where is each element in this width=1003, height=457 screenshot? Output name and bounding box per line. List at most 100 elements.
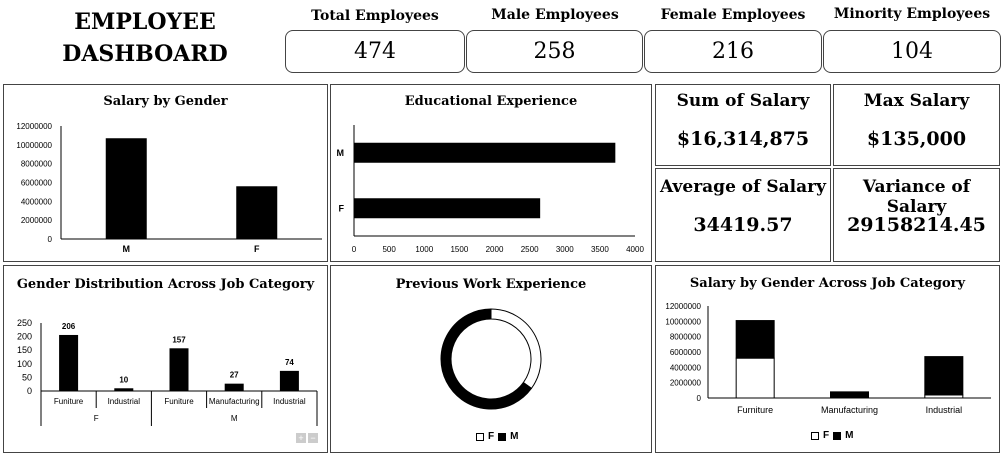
stat-value: 29158214.45: [847, 214, 986, 236]
stat-value: $16,314,875: [676, 128, 810, 150]
x-tick-label: Manufacturing: [821, 405, 878, 415]
y-tick-label: 10000000: [665, 317, 701, 326]
dashboard-title: EMPLOYEE DASHBOARD: [40, 6, 250, 70]
bar: [224, 383, 244, 391]
legend-swatch-m: [833, 431, 842, 440]
y-tick-label: 12000000: [665, 302, 701, 311]
stat-variance-salary: Variance of Salary 29158214.45: [833, 168, 1000, 262]
group-label: F: [94, 414, 99, 423]
salary-gender-job-category-panel: Salary by Gender Across Job Category 120…: [655, 265, 1000, 453]
bar-m: [354, 142, 616, 163]
bar-segment-m: [924, 356, 964, 396]
stat-max-salary: Max Salary $135,000: [833, 84, 1000, 166]
data-label: 10: [119, 375, 128, 384]
x-tick-label: 500: [382, 245, 396, 254]
bar: [59, 334, 79, 391]
y-tick-label: 10000000: [16, 141, 52, 150]
x-tick-label: 3000: [556, 245, 574, 254]
y-tick-label: F: [339, 203, 345, 213]
x-tick-label: Industrial: [108, 397, 141, 406]
stat-label: Variance of Salary: [862, 177, 971, 217]
data-label: 27: [230, 371, 239, 380]
kpi-value-male: 258: [466, 30, 643, 73]
x-tick-label: Manufacturing: [209, 397, 260, 406]
bar: [169, 348, 189, 391]
kpi-value-minority: 104: [823, 30, 1001, 73]
chart-title: Salary by Gender: [103, 94, 228, 109]
y-tick-label: 100: [17, 359, 32, 369]
chart-title: Gender Distribution Across Job Category: [16, 277, 315, 292]
zoom-out-button[interactable]: −: [308, 433, 318, 443]
bar-segment-m: [735, 320, 775, 359]
y-tick-label: 6000000: [670, 348, 702, 357]
dashboard-title-line2: DASHBOARD: [62, 41, 228, 67]
stat-average-salary: Average of Salary 34419.57: [655, 168, 831, 262]
bar: [114, 388, 134, 391]
legend-label-f: F: [488, 431, 495, 442]
y-tick-label: 6000000: [21, 179, 53, 188]
slice-m: [440, 308, 533, 410]
group-label: M: [231, 414, 238, 423]
stat-sum-salary: Sum of Salary $16,314,875: [655, 84, 831, 166]
data-label: 206: [62, 322, 76, 331]
y-tick-label: 8000000: [21, 160, 53, 169]
y-tick-label: 250: [17, 318, 32, 328]
legend-swatch-f: [476, 432, 484, 441]
legend-label-m: M: [845, 430, 854, 441]
legend-swatch-m: [498, 432, 507, 441]
stat-label: Average of Salary: [660, 177, 826, 197]
y-tick-label: 50: [22, 372, 32, 382]
slice-f: [490, 308, 542, 390]
y-tick-label: 4000000: [21, 197, 53, 206]
legend-label-f: F: [823, 430, 830, 441]
salary-gender-job-category-chart: 12000000 10000000 8000000 6000000 4000000 200…: [665, 302, 991, 415]
chart-title: Salary by Gender Across Job Category: [689, 276, 966, 291]
y-tick-label: 0: [48, 235, 53, 244]
salary-by-gender-panel: Salary by Gender 12000000 10000000 8000000…: [3, 84, 328, 262]
y-tick-label: 12000000: [16, 122, 52, 131]
y-tick-label: 2000000: [21, 216, 53, 225]
stat-label: Max Salary: [863, 91, 970, 111]
chart-title: Educational Experience: [404, 94, 578, 109]
bar-m: [105, 138, 147, 239]
kpi-label-minority: Minority Employees: [833, 6, 991, 22]
legend-swatch-f: [811, 431, 819, 440]
x-tick-label: 2000: [486, 245, 504, 254]
y-tick-label: 150: [17, 345, 32, 355]
y-tick-label: M: [337, 148, 345, 158]
y-tick-label: 0: [697, 394, 702, 403]
kpi-label-female: Female Employees: [660, 7, 806, 23]
legend-label-m: M: [510, 431, 519, 442]
kpi-label-male: Male Employees: [491, 7, 619, 23]
bar: [279, 370, 299, 391]
chart-legend: F M: [811, 430, 853, 441]
educational-experience-panel: Educational Experience 0 500 1000 1500 2000 2…: [330, 84, 652, 262]
dashboard-title-line1: EMPLOYEE: [74, 9, 216, 35]
x-tick-label: Industrial: [273, 397, 306, 406]
x-tick-label: 0: [352, 245, 357, 254]
x-tick-label: 4000: [626, 245, 644, 254]
bar-segment-m: [830, 391, 869, 399]
stat-value: 34419.57: [693, 214, 793, 236]
y-tick-label: 200: [17, 332, 32, 342]
chart-title: Previous Work Experience: [395, 277, 587, 292]
x-tick-label: Funiture: [164, 397, 194, 406]
x-tick-label: 3500: [591, 245, 609, 254]
kpi-value-female: 216: [644, 30, 822, 73]
x-tick-label: 2500: [521, 245, 539, 254]
educational-experience-chart: 0 500 1000 1500 2000 2500 3000 3500 4000 M F: [337, 125, 644, 254]
salary-by-gender-chart: 12000000 10000000 8000000 6000000 4000000 200…: [16, 122, 322, 254]
zoom-in-button[interactable]: +: [296, 433, 306, 443]
x-tick-label: M: [123, 244, 131, 254]
y-tick-label: 0: [27, 386, 32, 396]
data-label: 157: [172, 335, 186, 344]
bar-f: [236, 186, 278, 239]
data-label: 74: [285, 358, 294, 367]
gender-job-category-chart: 250 200 150 100 50 0 206 Funiture 10 Industrial 15…: [17, 318, 318, 426]
gender-job-category-panel: Gender Distribution Across Job Category …: [3, 265, 328, 453]
chart-legend: F M: [476, 431, 518, 442]
x-tick-label: F: [254, 244, 260, 254]
previous-work-experience-panel: Previous Work Experience F M: [330, 265, 652, 453]
y-tick-label: 4000000: [670, 363, 702, 372]
x-tick-label: Industrial: [926, 405, 963, 415]
